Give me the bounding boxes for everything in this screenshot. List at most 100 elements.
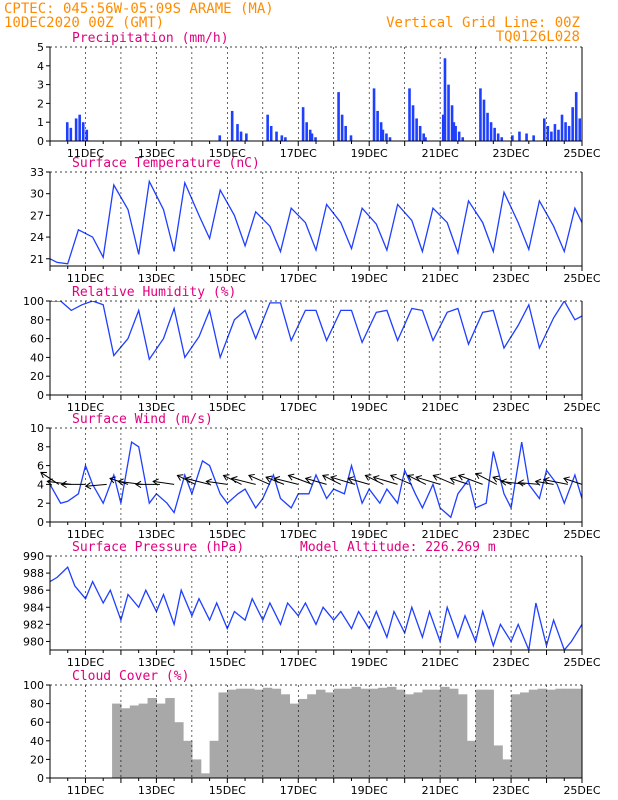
wind-vector bbox=[518, 482, 540, 485]
x-tick-label: 21DEC bbox=[422, 272, 459, 285]
cloud-bar bbox=[227, 689, 237, 778]
wind-vector-head bbox=[389, 473, 397, 481]
cloud-bar bbox=[395, 689, 406, 778]
cloud-bar bbox=[236, 688, 246, 778]
precip-bar bbox=[69, 127, 73, 141]
rh-series bbox=[50, 301, 582, 361]
wind-vector-head bbox=[492, 475, 500, 483]
precip-bar bbox=[542, 118, 546, 141]
x-tick-label: 25DEC bbox=[563, 784, 600, 797]
cloud-bar bbox=[386, 686, 397, 778]
cloud-bar bbox=[564, 688, 574, 778]
precip-bar bbox=[314, 137, 317, 141]
wind-vector bbox=[433, 474, 455, 485]
x-tick-label: 17DEC bbox=[280, 272, 317, 285]
y-tick-label: 986 bbox=[23, 584, 44, 597]
precip-bar bbox=[230, 110, 234, 141]
x-tick-label: 23DEC bbox=[493, 656, 530, 669]
wind-vector-head bbox=[304, 476, 312, 484]
x-tick-label: 17DEC bbox=[280, 401, 317, 414]
wind-vector-head bbox=[449, 476, 457, 484]
precip-bar bbox=[454, 125, 457, 141]
cloud-bar bbox=[183, 740, 193, 778]
x-tick-label: 11DEC bbox=[67, 784, 104, 797]
wind-vector bbox=[322, 474, 342, 485]
precip-bar bbox=[457, 131, 461, 141]
y-tick-label: 0 bbox=[37, 389, 44, 402]
x-tick-label: 11DEC bbox=[67, 272, 104, 285]
wind-vector-head bbox=[248, 473, 255, 481]
wind-vector-head bbox=[517, 479, 524, 487]
x-tick-label: 13DEC bbox=[138, 528, 175, 541]
precip-bar bbox=[450, 105, 454, 141]
x-tick-label: 15DEC bbox=[209, 272, 246, 285]
precip-bar bbox=[239, 131, 243, 141]
x-tick-label: 25DEC bbox=[563, 272, 600, 285]
cloud-bar bbox=[378, 687, 388, 778]
precip-bar bbox=[340, 114, 344, 141]
precip-bar bbox=[557, 129, 560, 141]
x-tick-label: 11DEC bbox=[67, 528, 104, 541]
x-tick-label: 15DEC bbox=[209, 656, 246, 669]
precip-bar bbox=[245, 133, 248, 141]
cloud-panel: Cloud Cover (%) 11DEC 13DEC 15DEC 17DEC 19DEC… bbox=[23, 669, 601, 797]
wind-vector-head bbox=[273, 476, 281, 484]
wind-vector-head bbox=[534, 478, 542, 486]
precip-bar bbox=[493, 127, 496, 141]
y-tick-label: 40 bbox=[30, 735, 44, 748]
x-tick-label: 15DEC bbox=[209, 401, 246, 414]
precip-bar bbox=[308, 129, 312, 141]
precip-bar bbox=[65, 122, 69, 141]
y-tick-label: 21 bbox=[30, 253, 44, 266]
y-tick-label: 0 bbox=[37, 772, 44, 785]
y-tick-label: 2 bbox=[37, 497, 44, 510]
cloud-bar bbox=[271, 688, 282, 778]
precip-bar bbox=[511, 135, 514, 141]
precip-bar bbox=[571, 107, 574, 141]
header-grid-note: Vertical Grid Line: 00Z bbox=[386, 15, 580, 31]
panels: Precipitation (mm/h) 11DEC 13DEC 15DEC 17DEC… bbox=[23, 31, 601, 797]
cloud-series bbox=[112, 686, 582, 778]
precip-bar bbox=[301, 107, 305, 141]
wind-vector bbox=[248, 474, 271, 485]
precip-bar bbox=[525, 133, 528, 141]
cloud-bar bbox=[484, 689, 494, 778]
y-tick-label: 984 bbox=[23, 601, 44, 614]
x-tick-label: 11DEC bbox=[67, 147, 104, 160]
x-tick-label: 23DEC bbox=[493, 147, 530, 160]
wind-vector bbox=[274, 477, 299, 485]
cloud-bar bbox=[457, 694, 468, 778]
y-tick-label: 990 bbox=[23, 550, 44, 563]
wind-vectors bbox=[40, 471, 583, 490]
temp-title: Surface Temperature (nC) bbox=[72, 156, 260, 171]
x-tick-label: 21DEC bbox=[422, 401, 459, 414]
x-tick-label: 19DEC bbox=[351, 528, 388, 541]
precip-title: Precipitation (mm/h) bbox=[72, 31, 229, 46]
precip-bar bbox=[441, 114, 445, 141]
precip-bar bbox=[284, 137, 287, 141]
cloud-bar bbox=[218, 692, 228, 778]
precip-bar bbox=[266, 114, 269, 141]
wind-vector bbox=[305, 477, 327, 485]
wind-vector bbox=[450, 477, 469, 485]
wind-vector-head bbox=[321, 474, 329, 481]
wind-vector bbox=[458, 474, 483, 485]
x-tick-label: 17DEC bbox=[280, 656, 317, 669]
precip-bar bbox=[218, 135, 222, 141]
precip-bar bbox=[349, 135, 353, 141]
x-tick-label: 21DEC bbox=[422, 147, 459, 160]
precip-bar bbox=[574, 92, 578, 141]
x-tick-label: 11DEC bbox=[67, 401, 104, 414]
cloud-bar bbox=[502, 759, 512, 778]
cloud-bar bbox=[262, 687, 273, 778]
precip-bar bbox=[78, 114, 81, 141]
wind-vector-head bbox=[109, 476, 116, 484]
precip-bar bbox=[418, 125, 422, 141]
rh-title: Relative Humidity (%) bbox=[72, 285, 236, 300]
wind-vector-head bbox=[135, 480, 142, 489]
wind-vector bbox=[415, 476, 441, 485]
cloud-bar bbox=[555, 688, 565, 778]
cloud-bar bbox=[369, 688, 379, 778]
cloud-bar bbox=[431, 689, 441, 778]
precip-bar bbox=[489, 122, 493, 141]
